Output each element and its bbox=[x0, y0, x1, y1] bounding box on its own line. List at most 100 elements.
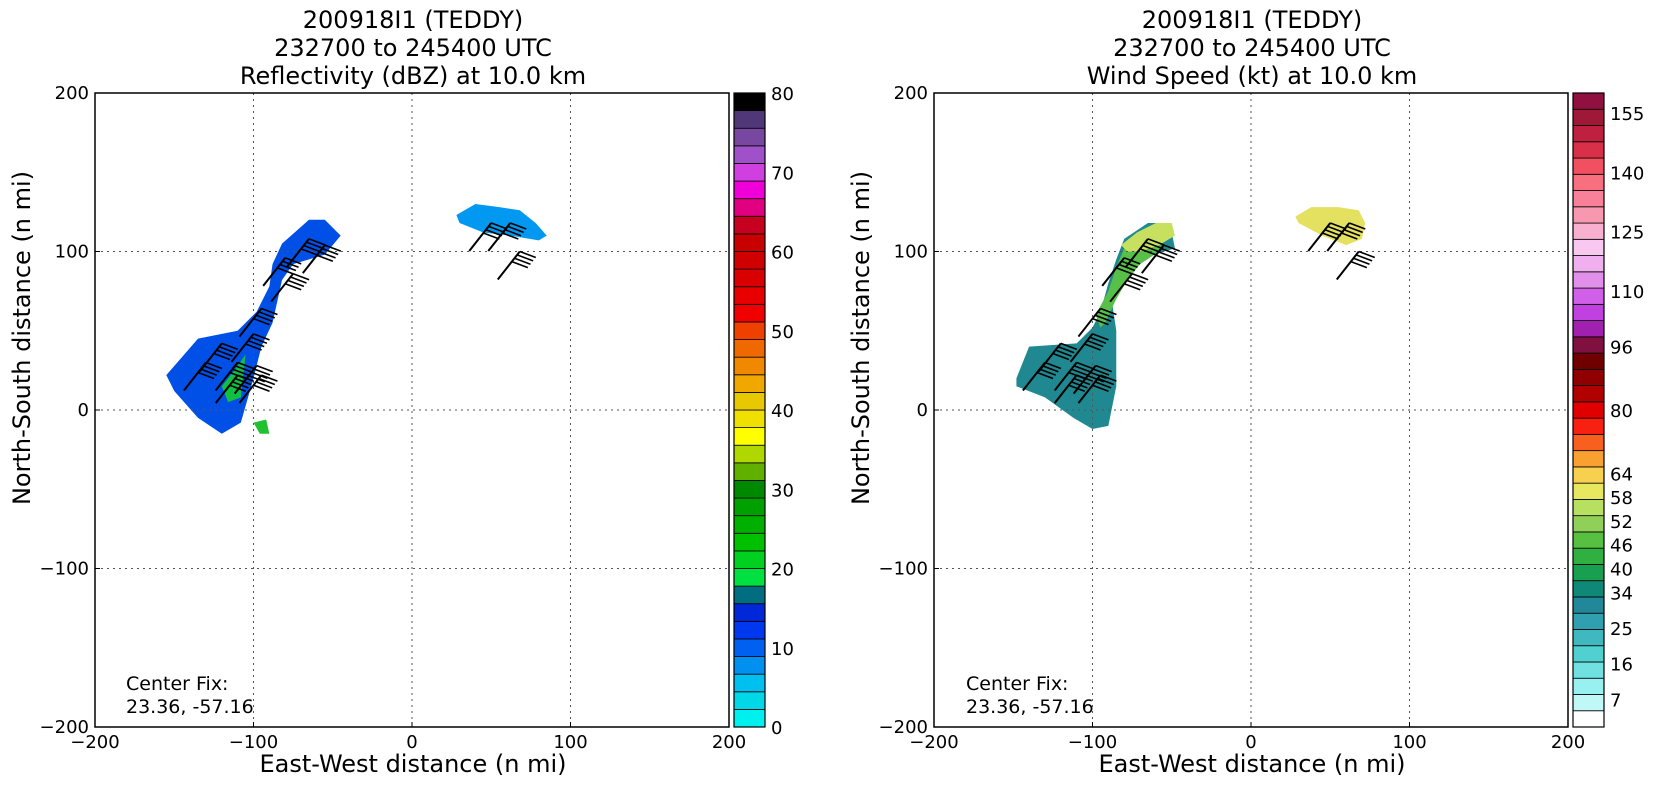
wind-barb-flag bbox=[1155, 254, 1173, 262]
colorbar-swatch bbox=[1572, 368, 1605, 387]
wind-barb-flag bbox=[255, 381, 273, 389]
colorbar-swatch bbox=[1572, 271, 1605, 289]
wind-barb-flag bbox=[253, 333, 270, 341]
wind-barb-flag bbox=[1121, 260, 1138, 268]
colorbar-swatch bbox=[733, 180, 766, 200]
wind-barb bbox=[262, 257, 302, 287]
wind-barb-flag bbox=[258, 377, 276, 386]
wind-barb-flag bbox=[1129, 276, 1146, 284]
wind-barb-flag bbox=[1341, 232, 1358, 240]
wind-barb-staff bbox=[1307, 222, 1332, 252]
y-tick-label: −200 bbox=[40, 717, 89, 738]
wind-barb-flag bbox=[1355, 254, 1373, 262]
wind-barb-flag bbox=[232, 381, 249, 389]
wind-barb-flag bbox=[324, 244, 342, 252]
wind-barb-flag bbox=[308, 238, 326, 246]
colorbar-swatch bbox=[1572, 450, 1605, 468]
colorbar-tick-label: 50 bbox=[771, 322, 794, 343]
colorbar-tick-label: 10 bbox=[771, 639, 794, 660]
wind-barb-flag bbox=[1142, 244, 1159, 253]
plot-frame bbox=[933, 92, 1569, 728]
y-axis-label: North-South distance (n mi) bbox=[847, 171, 875, 505]
colorbar-tick-label: 155 bbox=[1610, 104, 1644, 125]
colorbar-swatch bbox=[1572, 320, 1605, 338]
colorbar-tick-label: 0 bbox=[771, 718, 782, 739]
wind-barb-staff bbox=[238, 374, 263, 404]
wind-barb bbox=[487, 222, 527, 252]
wind-barb-flag bbox=[1057, 346, 1075, 354]
wind-barb-flag bbox=[1071, 368, 1088, 376]
colorbar-swatch bbox=[1572, 336, 1605, 354]
wind-barb-flag bbox=[1068, 384, 1086, 392]
colorbar-tick-label: 58 bbox=[1610, 488, 1633, 509]
wind-barb-flag bbox=[216, 349, 233, 357]
wind-barb-flag bbox=[1052, 352, 1070, 361]
wind-barb-staff bbox=[1326, 222, 1351, 252]
y-tick-label: 100 bbox=[55, 242, 89, 263]
y-tick-label: −200 bbox=[879, 717, 928, 738]
colorbar-tick-label: 140 bbox=[1610, 163, 1644, 184]
wind-barb bbox=[1022, 361, 1062, 392]
wind-barb-flag bbox=[519, 250, 537, 259]
wind-barb-staff bbox=[1053, 374, 1078, 404]
title-line-1: 200918I1 (TEDDY) bbox=[303, 6, 523, 34]
colorbar-swatch bbox=[1572, 564, 1605, 582]
x-tick-label: −100 bbox=[229, 732, 278, 753]
colorbar-swatch bbox=[1572, 645, 1605, 663]
colorbar-swatch bbox=[1572, 547, 1605, 565]
wind-barb-flag bbox=[251, 371, 268, 380]
wind-barb-staff bbox=[302, 244, 326, 274]
colorbar-swatch bbox=[733, 233, 766, 252]
wind-barb-flag bbox=[1123, 283, 1141, 291]
colorbar-frame bbox=[1572, 92, 1605, 728]
wind-barb bbox=[302, 244, 342, 274]
wind-barb bbox=[1101, 257, 1141, 287]
x-tick-label: 200 bbox=[1551, 732, 1585, 753]
wind-barb-flag bbox=[234, 377, 252, 386]
wind-barb-flag bbox=[502, 232, 519, 240]
wind-barb-flag bbox=[1163, 244, 1181, 252]
center-fix-label: Center Fix: bbox=[966, 673, 1068, 695]
wind-barb-flag bbox=[1358, 250, 1376, 259]
wind-barb bbox=[1307, 222, 1347, 252]
colorbar-swatch bbox=[1572, 206, 1605, 224]
wind-barb-staff bbox=[468, 222, 493, 252]
wind-barb-flag bbox=[485, 228, 503, 237]
colorbar-swatch bbox=[1572, 255, 1605, 273]
wind-barb bbox=[496, 250, 537, 281]
wind-barb-staff bbox=[487, 222, 512, 252]
wind-barb-flag bbox=[1343, 228, 1361, 237]
colorbar-swatch bbox=[733, 532, 766, 552]
colorbar-swatch bbox=[1572, 157, 1605, 175]
y-tick-label: 100 bbox=[894, 242, 928, 263]
wind-barb-flag bbox=[1118, 263, 1136, 272]
echo-region bbox=[1121, 222, 1175, 252]
wind-barb-flag bbox=[1350, 260, 1368, 269]
wind-barb-staff bbox=[1335, 250, 1360, 281]
wind-barb-flag bbox=[255, 314, 273, 323]
wind-barb bbox=[1326, 222, 1366, 252]
wind-barb-flag bbox=[306, 241, 323, 249]
y-axis-label: North-South distance (n mi) bbox=[8, 171, 36, 505]
colorbar-swatch bbox=[1572, 466, 1605, 484]
wind-barb bbox=[468, 222, 508, 252]
colorbar-swatch bbox=[1572, 190, 1605, 208]
wind-barb-flag bbox=[504, 228, 522, 237]
colorbar-swatch bbox=[733, 110, 766, 129]
colorbar-swatch bbox=[733, 391, 766, 411]
wind-barb-flag bbox=[229, 384, 247, 392]
colorbar-swatch bbox=[733, 550, 766, 569]
colorbar-swatch bbox=[733, 321, 766, 340]
wind-barb-flag bbox=[1100, 307, 1117, 316]
wind-barb-flag bbox=[516, 254, 534, 262]
wind-barb-flag bbox=[1147, 238, 1165, 246]
wind-barb-flag bbox=[1084, 343, 1101, 351]
wind-barb-flag bbox=[1123, 257, 1141, 265]
wind-barb-flag bbox=[1055, 349, 1072, 357]
wind-barb-staff bbox=[1109, 273, 1133, 303]
wind-barb-flag bbox=[1087, 374, 1105, 383]
x-axis-label: East-West distance (n mi) bbox=[259, 750, 566, 778]
wind-barb-flag bbox=[1324, 228, 1342, 237]
wind-barb-flag bbox=[284, 257, 302, 265]
colorbar-swatch bbox=[1572, 515, 1605, 533]
